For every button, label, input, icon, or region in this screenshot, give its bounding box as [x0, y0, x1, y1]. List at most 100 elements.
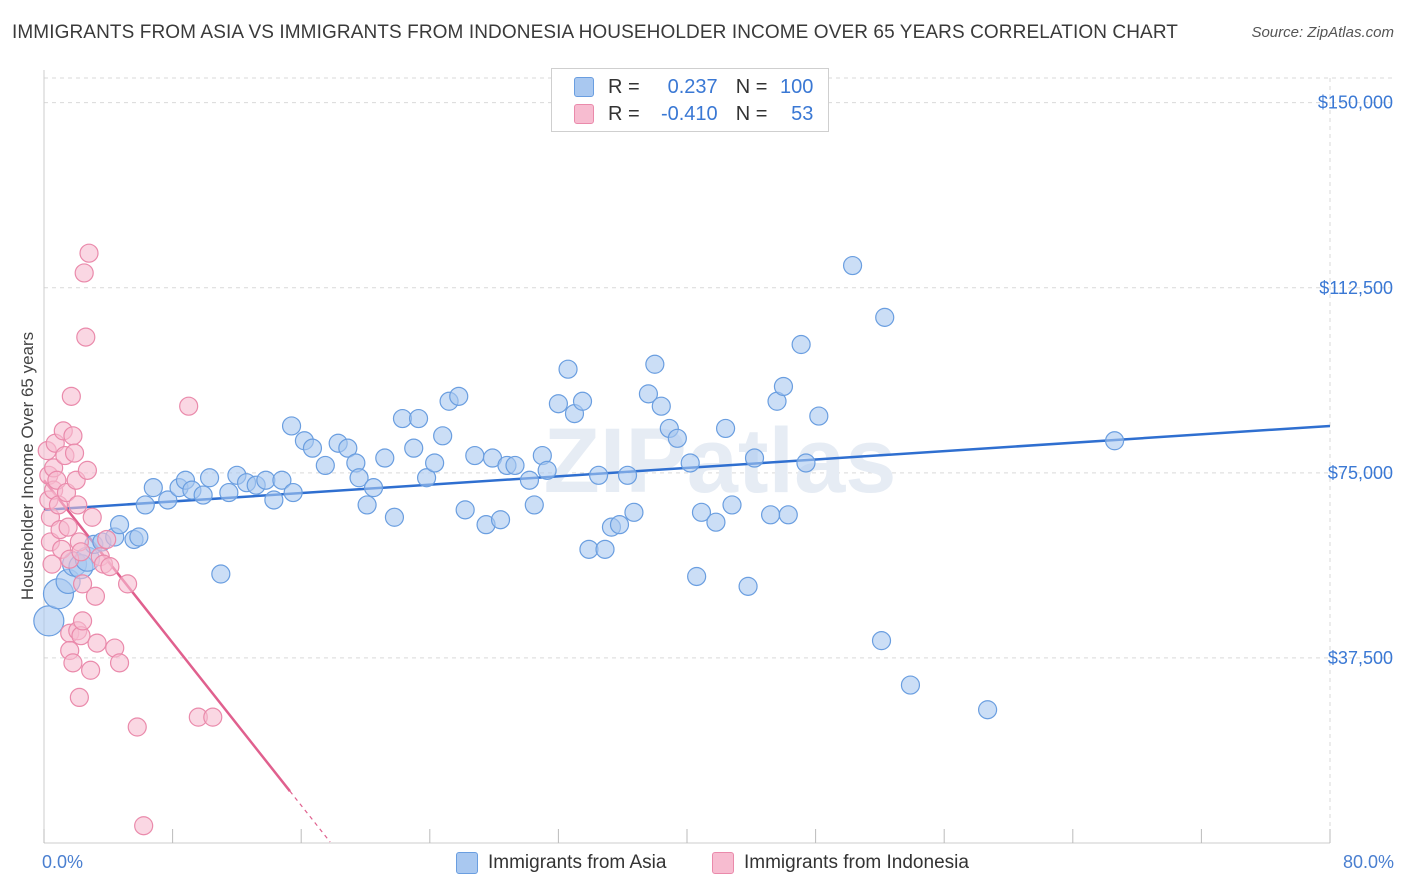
point-asia: [158, 490, 178, 510]
data-points: [33, 243, 1125, 836]
point-asia: [302, 438, 323, 458]
point-asia: [519, 470, 540, 490]
point-asia: [548, 394, 569, 414]
point-asia: [449, 386, 469, 406]
point-indonesia: [42, 554, 62, 574]
point-indonesia: [100, 557, 120, 577]
point-asia: [617, 465, 638, 485]
point-asia: [900, 675, 921, 695]
x-tick-max: 80.0%: [1342, 852, 1394, 872]
point-asia: [143, 478, 163, 498]
point-asia: [687, 566, 707, 587]
point-asia: [349, 468, 369, 488]
point-asia: [796, 453, 816, 473]
trend-line-indonesia: [43, 479, 291, 792]
legend-n-value-indonesia: 53: [791, 102, 814, 125]
point-indonesia: [76, 327, 96, 347]
point-asia: [524, 495, 544, 515]
bottom-legend-label-indonesia: Immigrants from Indonesia: [744, 852, 969, 873]
point-asia: [579, 539, 599, 559]
legend-swatch-indonesia: [574, 104, 594, 124]
point-asia: [490, 510, 511, 530]
point-asia: [465, 445, 485, 466]
point-asia: [384, 507, 405, 527]
point-asia: [375, 448, 395, 468]
point-asia: [433, 426, 453, 446]
point-indonesia: [82, 507, 102, 527]
point-indonesia: [61, 386, 81, 406]
legend-r-value-asia: 0.237: [667, 75, 718, 98]
bottom-legend-indonesia: Immigrants from Indonesia: [712, 852, 969, 874]
point-asia: [315, 455, 335, 476]
point-indonesia: [117, 574, 138, 594]
point-asia: [572, 391, 593, 411]
point-asia: [129, 527, 149, 547]
y-tick-label: $150,000: [1318, 93, 1393, 113]
point-indonesia: [69, 687, 89, 708]
point-asia: [272, 470, 292, 490]
point-asia: [706, 512, 726, 532]
legend-row-indonesia: R = -0.410 N = 53: [574, 102, 813, 126]
legend-row-asia: R = 0.237 N = 100: [574, 75, 813, 99]
bottom-legend-swatch-indonesia: [712, 852, 734, 874]
x-tick-min: 0.0%: [42, 852, 84, 872]
point-indonesia: [72, 574, 93, 594]
point-asia: [842, 255, 863, 276]
y-tick-label: $112,500: [1319, 278, 1393, 298]
point-asia: [715, 418, 736, 439]
point-asia: [809, 406, 829, 426]
bottom-legend-asia: Immigrants from Asia: [456, 852, 666, 874]
legend-n-label: N =: [735, 102, 768, 125]
legend-r-label: R =: [608, 75, 640, 98]
point-asia: [404, 438, 424, 458]
point-asia: [624, 502, 644, 522]
point-indonesia: [64, 443, 85, 463]
point-asia: [871, 631, 892, 651]
point-asia: [1104, 431, 1125, 451]
point-asia: [638, 384, 659, 404]
point-indonesia: [77, 460, 98, 480]
point-asia: [33, 605, 65, 637]
point-asia: [193, 485, 213, 505]
point-asia: [609, 515, 630, 535]
point-indonesia: [72, 611, 93, 631]
point-asia: [392, 408, 413, 429]
point-indonesia: [134, 816, 154, 836]
point-asia: [425, 453, 445, 473]
point-asia: [537, 460, 557, 480]
point-asia: [760, 505, 781, 525]
point-indonesia: [203, 707, 223, 727]
point-asia: [283, 482, 303, 503]
point-asia: [667, 428, 687, 448]
y-tick-labels: $37,500 $75,000 $112,500 $150,000: [1318, 93, 1393, 668]
point-asia: [722, 495, 742, 515]
point-asia: [357, 495, 377, 515]
point-asia: [791, 334, 811, 355]
point-asia: [338, 438, 358, 458]
point-indonesia: [97, 529, 117, 550]
point-asia: [691, 502, 712, 522]
point-asia: [199, 468, 220, 488]
point-indonesia: [63, 426, 83, 446]
legend-r-label: R =: [608, 102, 640, 125]
point-indonesia: [179, 396, 199, 416]
point-indonesia: [109, 653, 130, 673]
point-indonesia: [58, 517, 78, 537]
point-indonesia: [87, 633, 107, 653]
point-asia: [645, 354, 665, 374]
trend-line-indonesia-extension: [289, 790, 331, 843]
point-asia: [408, 408, 429, 429]
point-indonesia: [79, 243, 99, 263]
point-asia: [219, 482, 239, 503]
chart-source: Source: ZipAtlas.com: [1251, 24, 1394, 41]
point-indonesia: [68, 495, 88, 515]
point-asia: [778, 505, 798, 525]
point-asia: [264, 490, 284, 510]
point-asia: [680, 453, 700, 473]
point-asia: [455, 500, 475, 520]
point-asia: [281, 416, 302, 436]
legend-n-value-asia: 100: [780, 75, 814, 98]
point-indonesia: [127, 717, 147, 737]
point-asia: [875, 307, 895, 327]
